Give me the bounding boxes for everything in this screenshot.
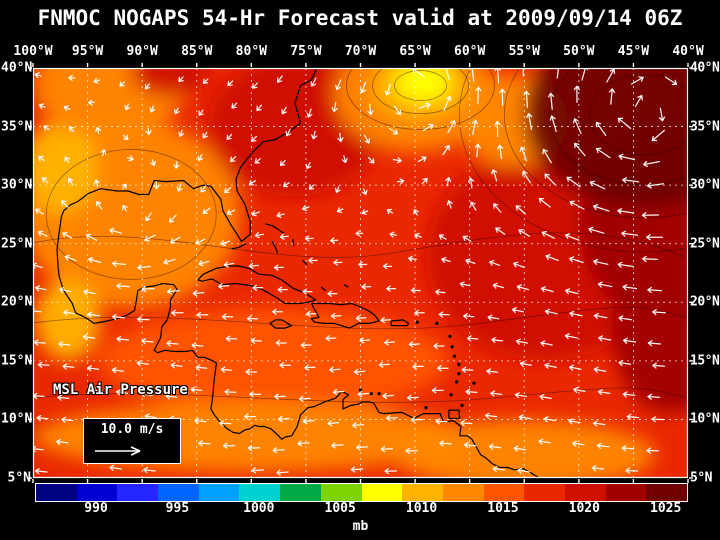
lon-tick-label: 95°W bbox=[71, 44, 104, 59]
lat-tick-label: 40°N bbox=[1, 60, 33, 76]
lon-tick-label: 50°W bbox=[563, 44, 595, 59]
pressure-feature-storm-low-core-bright bbox=[405, 68, 443, 94]
lat-tick-label: 30°N bbox=[690, 177, 720, 193]
pressure-feature-mexico-light-patch bbox=[35, 278, 101, 361]
lat-tick-label: 5°N bbox=[7, 470, 31, 486]
colorbar-tick-label: 995 bbox=[165, 501, 190, 516]
lat-tick-label: 10°N bbox=[690, 411, 720, 427]
lat-tick-label: 20°N bbox=[690, 294, 720, 310]
lat-tick-label: 35°N bbox=[690, 119, 720, 135]
lat-tick-label: 20°N bbox=[1, 294, 33, 310]
colorbar-tick-label: 1010 bbox=[405, 501, 438, 516]
colorbar-segment bbox=[36, 484, 77, 501]
colorbar-segment bbox=[646, 484, 687, 501]
colorbar-segment bbox=[402, 484, 443, 501]
lat-tick-label: 15°N bbox=[1, 353, 33, 369]
colorbar-segment bbox=[524, 484, 565, 501]
wind-scale-value: 10.0 m/s bbox=[100, 422, 164, 437]
lat-tick-label: 40°N bbox=[690, 60, 720, 76]
colorbar-tick-label: 1005 bbox=[324, 501, 356, 516]
lon-tick-label: 60°W bbox=[454, 44, 486, 59]
colorbar-segment bbox=[320, 484, 362, 501]
lat-tick-label: 10°N bbox=[1, 411, 33, 427]
lat-tick-label: 30°N bbox=[1, 177, 33, 193]
lat-tick-label: 5°N bbox=[690, 470, 712, 486]
colorbar-segment bbox=[605, 484, 647, 501]
lat-tick-label: 25°N bbox=[690, 236, 720, 252]
lon-tick-label: 100°W bbox=[13, 44, 53, 59]
colorbar-segment bbox=[361, 484, 403, 501]
page-title: FNMOC NOGAPS 54-Hr Forecast valid at 200… bbox=[37, 6, 683, 30]
wind-scale-legend: 10.0 m/s bbox=[83, 418, 181, 464]
lat-tick-label: 35°N bbox=[1, 119, 33, 135]
colorbar-segment bbox=[564, 484, 606, 501]
colorbar bbox=[35, 483, 688, 502]
colorbar-segment bbox=[117, 484, 159, 501]
colorbar-segment bbox=[158, 484, 199, 501]
lon-tick-label: 85°W bbox=[181, 44, 213, 59]
pressure-feature-north-dark-red-patch bbox=[131, 68, 208, 97]
map-canvas bbox=[28, 63, 693, 483]
lon-tick-label: 75°W bbox=[290, 44, 322, 59]
colorbar-segment bbox=[280, 484, 321, 501]
lon-tick-label: 40°W bbox=[672, 44, 704, 59]
colorbar-segment bbox=[483, 484, 525, 501]
colorbar-segment bbox=[239, 484, 281, 501]
pressure-feature-texas-light-patch bbox=[33, 120, 99, 215]
wind-vector-arrows bbox=[33, 68, 678, 476]
colorbar-segment bbox=[442, 484, 484, 501]
lon-tick-label: 45°W bbox=[617, 44, 650, 59]
lat-tick-label: 25°N bbox=[1, 236, 33, 252]
map-frame-and-ticks bbox=[28, 63, 693, 483]
colorbar-tick-label: 1000 bbox=[243, 501, 275, 516]
map-area: MSL Air Pressure 10.0 m/s bbox=[28, 63, 693, 483]
pressure-feature-south-tropical-band-east bbox=[393, 419, 656, 478]
colorbar-unit-label: mb bbox=[352, 519, 369, 534]
colorbar-tick-label: 1015 bbox=[487, 501, 519, 516]
lon-tick-label: 80°W bbox=[235, 44, 267, 59]
pressure-field bbox=[33, 68, 688, 478]
isobar-contours bbox=[33, 68, 688, 403]
colorbar-segment bbox=[76, 484, 118, 501]
coastlines bbox=[56, 68, 541, 478]
pressure-feature-east-edge-ridge bbox=[611, 249, 688, 414]
colorbar-segment bbox=[198, 484, 240, 501]
lon-tick-label: 65°W bbox=[399, 44, 431, 59]
lon-tick-label: 55°W bbox=[508, 44, 540, 59]
wind-scale-arrow-icon bbox=[95, 446, 141, 456]
lon-tick-label: 90°W bbox=[126, 44, 158, 59]
lat-tick-label: 15°N bbox=[690, 353, 720, 369]
colorbar-tick-label: 1025 bbox=[650, 501, 682, 516]
colorbar-tick-label: 990 bbox=[84, 501, 108, 516]
lon-tick-label: 70°W bbox=[344, 44, 377, 59]
field-label: MSL Air Pressure bbox=[53, 382, 188, 398]
pressure-feature-subtropical-high-core bbox=[524, 68, 688, 209]
colorbar-tick-label: 1020 bbox=[568, 501, 600, 516]
